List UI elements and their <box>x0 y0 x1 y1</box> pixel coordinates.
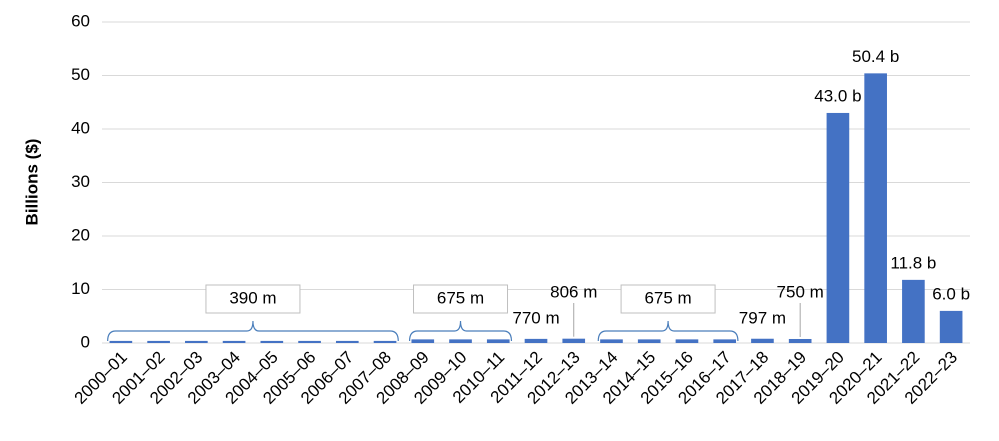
bar <box>185 340 208 343</box>
value-label: 50.4 b <box>852 47 899 66</box>
bar <box>637 339 661 343</box>
y-tick-label: 10 <box>71 279 90 298</box>
label-box <box>205 284 301 314</box>
value-label: 806 m <box>550 282 597 301</box>
y-tick-label: 20 <box>71 225 90 244</box>
y-tick-label: 30 <box>71 172 90 191</box>
value-label: 6.0 b <box>932 284 970 303</box>
label-box <box>413 284 509 314</box>
bar <box>788 338 812 343</box>
bar <box>524 338 548 343</box>
value-label: 750 m <box>777 282 824 301</box>
bar <box>298 340 321 343</box>
bar <box>751 338 774 343</box>
bar <box>411 339 435 343</box>
bar <box>562 338 586 343</box>
bar <box>109 340 133 343</box>
bar <box>335 340 359 343</box>
value-label: 390 m <box>229 288 276 307</box>
bar <box>939 310 963 343</box>
value-label: 11.8 b <box>890 253 936 272</box>
bar <box>373 340 397 343</box>
bar <box>864 73 887 344</box>
bar <box>260 340 284 343</box>
group-brace <box>408 320 513 342</box>
bar <box>147 340 170 343</box>
label-box <box>620 284 716 314</box>
value-label: 675 m <box>644 288 691 307</box>
group-brace <box>597 320 739 342</box>
bar <box>675 339 699 343</box>
value-label: 675 m <box>437 288 484 307</box>
y-tick-label: 40 <box>71 118 90 137</box>
y-tick-label: 50 <box>71 65 90 84</box>
bar <box>486 339 510 343</box>
bar <box>449 339 472 343</box>
group-brace <box>107 320 399 342</box>
bar <box>713 339 737 343</box>
bar <box>826 112 850 343</box>
y-tick-label: 0 <box>81 332 90 351</box>
y-axis-label: Billions ($) <box>22 139 41 226</box>
bar <box>902 279 925 343</box>
bar <box>222 340 246 343</box>
value-label: 770 m <box>512 308 559 327</box>
bar <box>600 339 623 343</box>
value-label: 797 m <box>739 308 786 327</box>
y-tick-label: 60 <box>71 11 90 30</box>
value-label: 43.0 b <box>814 86 861 105</box>
